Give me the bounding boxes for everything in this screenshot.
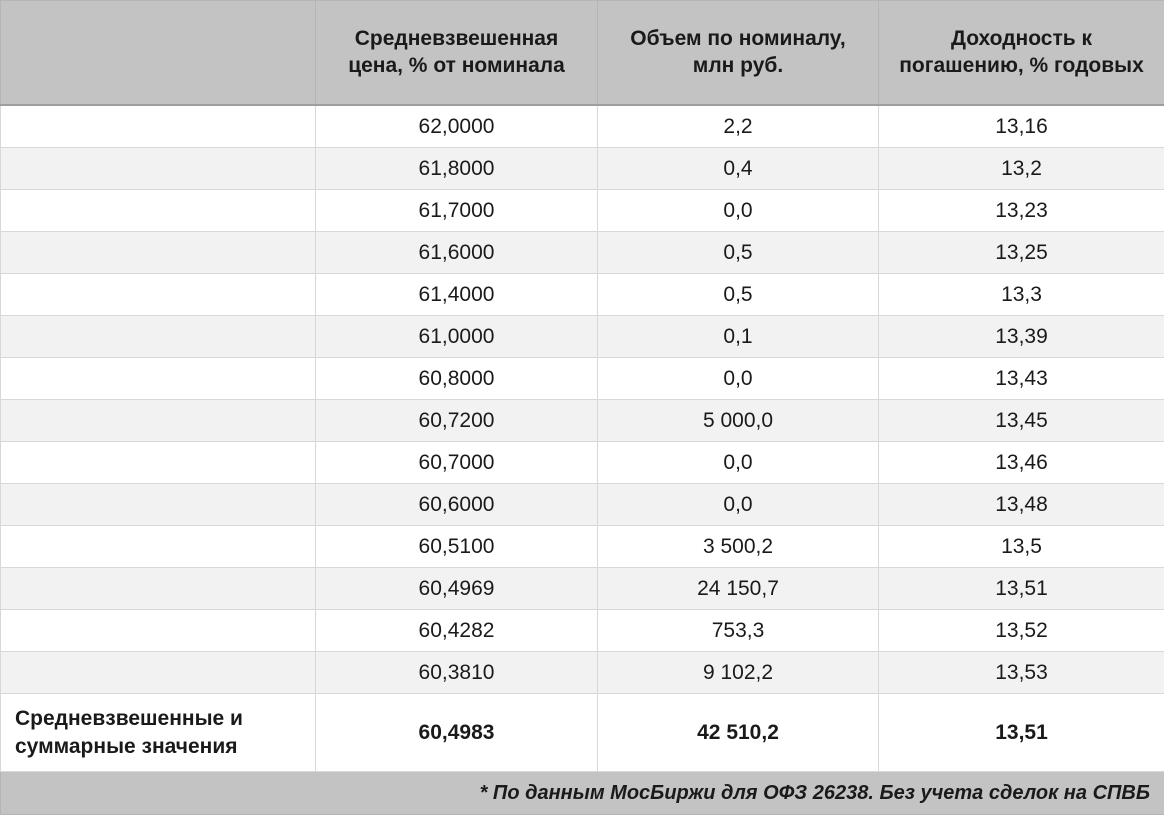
yield-cell: 13,46	[879, 442, 1164, 484]
price-cell: 61,7000	[316, 190, 598, 232]
row-spacer-cell	[1, 442, 316, 484]
volume-cell: 3 500,2	[598, 526, 879, 568]
row-spacer-cell	[1, 358, 316, 400]
table-header: Средневзвешенная цена, % от номинала Объ…	[1, 1, 1164, 106]
price-cell: 60,4282	[316, 610, 598, 652]
yield-cell: 13,23	[879, 190, 1164, 232]
yield-cell: 13,53	[879, 652, 1164, 694]
column-header-yield: Доходность к погашению, % годовых	[879, 1, 1164, 106]
yield-cell: 13,16	[879, 105, 1164, 148]
volume-cell: 0,0	[598, 484, 879, 526]
volume-cell: 753,3	[598, 610, 879, 652]
yield-cell: 13,39	[879, 316, 1164, 358]
price-cell: 60,3810	[316, 652, 598, 694]
volume-cell: 24 150,7	[598, 568, 879, 610]
row-spacer-cell	[1, 652, 316, 694]
volume-cell: 2,2	[598, 105, 879, 148]
summary-row: Средневзвешенные и суммарные значения 60…	[1, 694, 1164, 772]
row-spacer-cell	[1, 400, 316, 442]
price-cell: 61,6000	[316, 232, 598, 274]
yield-cell: 13,45	[879, 400, 1164, 442]
column-header-empty	[1, 1, 316, 106]
volume-cell: 0,1	[598, 316, 879, 358]
column-header-price: Средневзвешенная цена, % от номинала	[316, 1, 598, 106]
price-cell: 62,0000	[316, 105, 598, 148]
footnote: * По данным МосБиржи для ОФЗ 26238. Без …	[1, 772, 1164, 815]
volume-cell: 0,0	[598, 358, 879, 400]
yield-cell: 13,51	[879, 568, 1164, 610]
yield-cell: 13,48	[879, 484, 1164, 526]
yield-cell: 13,3	[879, 274, 1164, 316]
summary-label: Средневзвешенные и суммарные значения	[1, 694, 316, 772]
yield-cell: 13,43	[879, 358, 1164, 400]
volume-cell: 0,5	[598, 232, 879, 274]
yield-cell: 13,5	[879, 526, 1164, 568]
summary-section: Средневзвешенные и суммарные значения 60…	[1, 694, 1164, 772]
price-cell: 60,7200	[316, 400, 598, 442]
volume-cell: 0,5	[598, 274, 879, 316]
price-cell: 61,8000	[316, 148, 598, 190]
row-spacer-cell	[1, 190, 316, 232]
row-spacer-cell	[1, 232, 316, 274]
price-cell: 60,5100	[316, 526, 598, 568]
price-cell: 61,0000	[316, 316, 598, 358]
row-spacer-cell	[1, 484, 316, 526]
price-cell: 60,8000	[316, 358, 598, 400]
footnote-row: * По данным МосБиржи для ОФЗ 26238. Без …	[1, 772, 1164, 815]
row-spacer-cell	[1, 105, 316, 148]
price-cell: 60,6000	[316, 484, 598, 526]
row-spacer-cell	[1, 610, 316, 652]
volume-cell: 9 102,2	[598, 652, 879, 694]
row-spacer-cell	[1, 274, 316, 316]
yield-cell: 13,25	[879, 232, 1164, 274]
price-cell: 60,7000	[316, 442, 598, 484]
summary-yield-cell: 13,51	[879, 694, 1164, 772]
row-spacer-cell	[1, 526, 316, 568]
volume-cell: 0,0	[598, 442, 879, 484]
yield-cell: 13,52	[879, 610, 1164, 652]
table-footer: * По данным МосБиржи для ОФЗ 26238. Без …	[1, 772, 1164, 815]
price-cell: 60,4969	[316, 568, 598, 610]
price-cell: 61,4000	[316, 274, 598, 316]
row-spacer-cell	[1, 568, 316, 610]
column-header-volume: Объем по номиналу, млн руб.	[598, 1, 879, 106]
volume-cell: 0,4	[598, 148, 879, 190]
summary-price-cell: 60,4983	[316, 694, 598, 772]
header-row: Средневзвешенная цена, % от номинала Объ…	[1, 1, 1164, 106]
volume-cell: 5 000,0	[598, 400, 879, 442]
row-spacer-cell	[1, 148, 316, 190]
volume-cell: 0,0	[598, 190, 879, 232]
summary-volume-cell: 42 510,2	[598, 694, 879, 772]
yield-cell: 13,2	[879, 148, 1164, 190]
row-spacer-cell	[1, 316, 316, 358]
